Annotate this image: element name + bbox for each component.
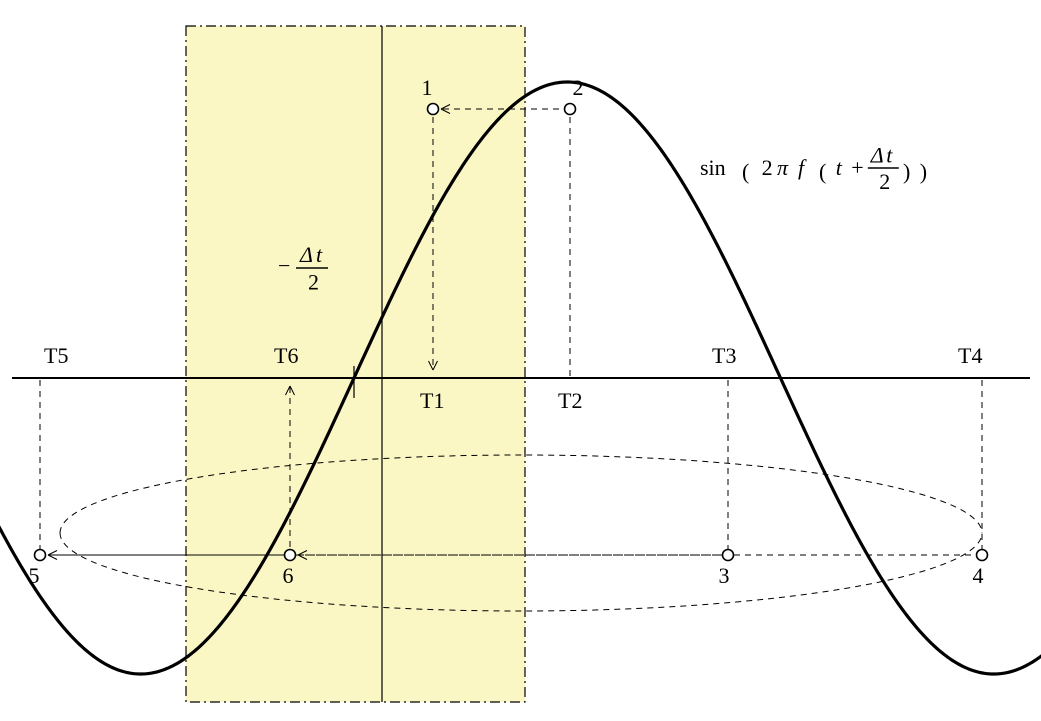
point-3 — [723, 550, 734, 561]
point-5 — [35, 550, 46, 561]
tick-label-T4: T4 — [958, 343, 982, 368]
tick-label-T2: T2 — [558, 388, 582, 413]
svg-text:(: ( — [742, 159, 749, 184]
point-label-5: 5 — [29, 563, 40, 588]
svg-text:): ) — [903, 159, 910, 184]
point-label-1: 1 — [422, 75, 433, 100]
svg-text:+: + — [851, 155, 863, 180]
svg-text:sin: sin — [700, 155, 726, 180]
svg-text:): ) — [920, 159, 927, 184]
svg-text:t: t — [886, 142, 893, 167]
svg-text:2: 2 — [762, 155, 773, 180]
point-2 — [565, 104, 576, 115]
svg-text:−: − — [278, 253, 290, 278]
tick-label-T3: T3 — [712, 343, 736, 368]
point-label-2: 2 — [573, 75, 584, 100]
point-4 — [977, 550, 988, 561]
svg-text:t: t — [836, 155, 843, 180]
point-label-3: 3 — [719, 563, 730, 588]
svg-text:Δ: Δ — [299, 242, 313, 267]
tick-label-T5: T5 — [44, 343, 68, 368]
svg-text:π: π — [777, 155, 789, 180]
svg-text:Δ: Δ — [870, 142, 884, 167]
svg-text:2: 2 — [879, 169, 890, 194]
tick-label-T1: T1 — [420, 388, 444, 413]
point-1 — [428, 104, 439, 115]
svg-text:2: 2 — [308, 270, 319, 295]
point-label-6: 6 — [283, 563, 294, 588]
point-6 — [285, 550, 296, 561]
tick-label-T6: T6 — [274, 343, 298, 368]
svg-text:(: ( — [819, 159, 826, 184]
svg-text:t: t — [316, 242, 323, 267]
point-label-4: 4 — [973, 563, 984, 588]
